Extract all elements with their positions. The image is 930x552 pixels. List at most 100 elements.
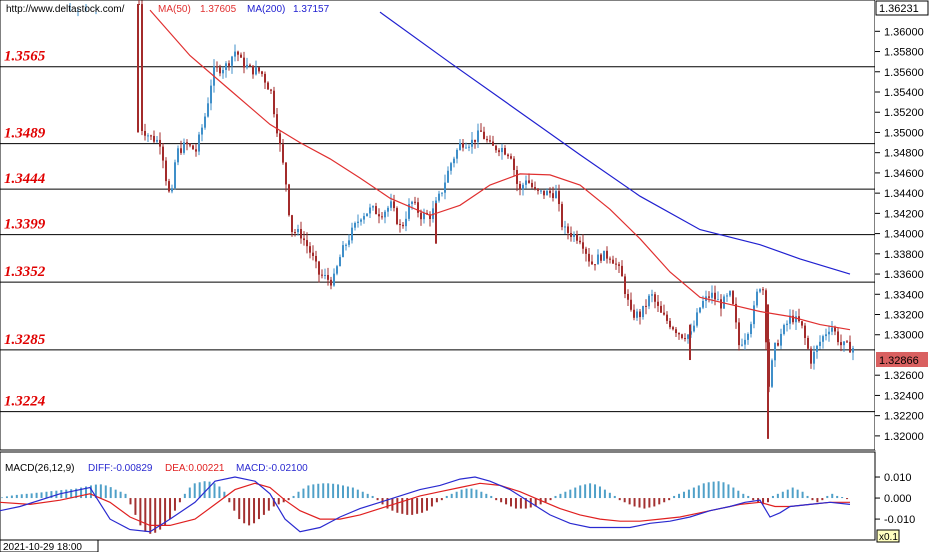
candle-body [789,315,791,324]
candle-body [651,294,653,296]
price-axis [875,0,930,450]
candle-body [462,142,464,148]
price-tick-label: 1.35200 [884,107,924,119]
price-tick-label: 1.33800 [884,249,924,261]
candle-body [603,250,605,261]
candle-body [360,219,362,222]
candle-body [411,201,413,204]
candle-body [168,181,170,192]
candle-body [381,216,383,218]
candle-body [564,226,566,228]
candle-body [333,273,335,286]
candle-body [597,254,599,265]
candle-body [318,261,320,275]
candle-body [216,66,218,68]
candle-body [459,142,461,150]
candle-body [777,342,779,346]
ma50-line [149,9,851,331]
candle-body [438,193,440,201]
candle-body [660,305,662,313]
price-tick-label: 1.35800 [884,47,924,59]
candle-body [783,325,785,334]
candle-body [399,224,401,226]
candle-body [204,116,206,128]
candle-body [408,203,410,219]
candle-body [486,138,488,141]
candle-body [720,299,722,309]
candle-body [282,144,284,163]
diff-line [0,476,851,533]
candle-body [471,139,473,147]
candle-body [336,266,338,274]
candle-body [231,56,233,66]
candle-body [840,342,842,346]
candle-body [522,184,524,190]
candle-body [315,255,317,262]
level-label: 1.3224 [4,394,46,410]
candle-body [573,234,575,237]
candle-body [663,312,665,315]
candle-body [831,327,833,332]
support-resistance-levels: 1.3565 1.3489 1.3444 1.3399 1.3352 1.3285 1.32… [0,49,875,413]
candle-body [828,331,830,335]
candle-body [561,204,563,228]
candle-body [339,257,341,267]
candle-body [636,311,638,318]
candle-body [354,222,356,228]
price-axis-ticks: 1.36000 1.35800 1.35600 1.35400 1.35200 1.350… [875,26,924,443]
candle-body [345,244,347,246]
top-price-box [875,0,929,16]
candle-body [729,291,731,296]
price-tick-label: 1.32600 [884,370,924,382]
candle-body [264,73,266,83]
candle-body [378,214,380,217]
candle-body [225,63,227,70]
site-url[interactable]: http://www.deltastock.com/ [6,4,125,15]
timestamp: 2021-10-29 18:00 [3,542,82,552]
price-tick-label: 1.34000 [884,229,924,241]
macd-axis-ticks: 0.010 0.000 -0.010 [875,472,915,526]
candle-body [153,135,155,142]
candle-body [207,103,209,117]
candle-body [837,331,839,343]
candle-body [795,316,797,323]
zoom-box[interactable] [876,529,900,543]
candle-body [624,276,626,294]
candle-body [780,333,782,346]
candle-body [369,207,371,214]
candle-body [759,289,761,292]
candle-body [249,64,251,66]
candle-body [825,334,827,337]
candle-body [219,67,221,74]
candle-body [672,327,674,330]
candle-body [429,214,431,220]
candle-body [189,144,191,146]
zoom-level: x0.1 [879,532,898,543]
candle-body [843,341,845,346]
candle-body [291,215,293,233]
candle-body [504,148,506,155]
candle-body [585,248,587,254]
candle-body [162,146,164,161]
candle-body [375,206,377,215]
candle-body [774,342,776,361]
candle-body [465,147,467,149]
candle-body [765,290,767,343]
candle-body [150,135,152,137]
candle-body [744,339,746,345]
candle-body [771,360,773,387]
candle-body [684,338,686,340]
candle-body [492,141,494,146]
candle-body [537,188,539,191]
candle-body [441,192,443,194]
candle-body [270,89,272,91]
level-label: 1.3399 [4,217,46,233]
candle-body [501,148,503,153]
candle-body [543,190,545,196]
candle-body [600,254,602,261]
candle-body [717,299,719,301]
candle-body [630,299,632,310]
candle-body [309,246,311,253]
candle-body [297,228,299,233]
